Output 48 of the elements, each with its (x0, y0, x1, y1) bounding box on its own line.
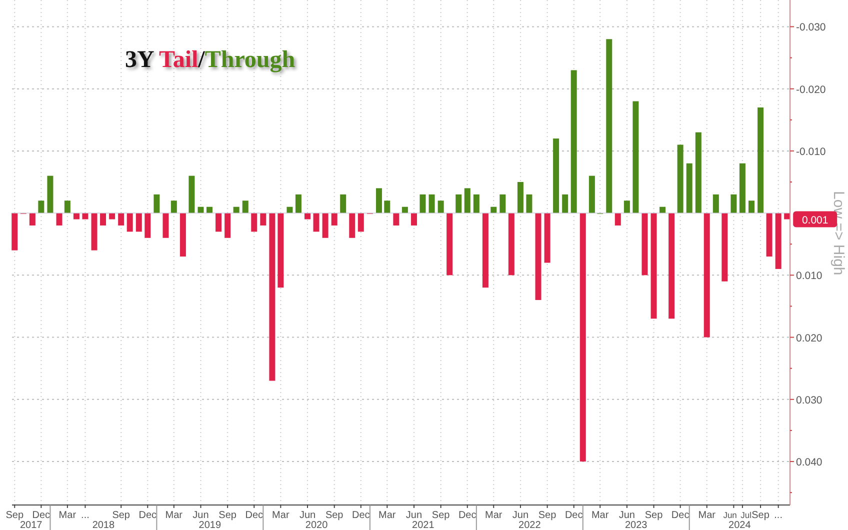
x-tick-label: Jun (618, 510, 635, 521)
x-tick-label: ... (81, 510, 90, 521)
x-tick-label: Jun (512, 510, 529, 521)
text: 2024 (728, 520, 752, 530)
x-tick-label: Mar (378, 510, 396, 521)
text: 2022 (518, 520, 542, 530)
x-tick-label: Sep (6, 510, 24, 521)
y-tick-label: 0.010 (796, 270, 822, 282)
y-tick-label: 0.020 (796, 332, 822, 344)
x-tick-label: Mar (698, 510, 716, 521)
x-tick-label: Sep (644, 510, 664, 521)
x-tick-label: Dec (564, 510, 583, 521)
x-tick-label: Jun (723, 510, 738, 520)
x-tick-label: Mar (591, 510, 610, 521)
x-tick-label: Mar (165, 510, 184, 521)
y-tick-label: -0.030 (796, 22, 826, 34)
text: 2018 (92, 520, 116, 530)
y-tick-label: 0.030 (796, 394, 822, 406)
x-tick-label: Mar (485, 510, 503, 521)
x-tick-label: Sep (325, 510, 344, 521)
text: 2017 (20, 520, 43, 530)
annotation: 0.001 (802, 214, 828, 226)
x-tick-label: Sep (218, 510, 237, 521)
text: 2023 (624, 520, 648, 530)
x-tick-label: Dec (671, 510, 690, 521)
y-tick-label: -0.020 (796, 84, 826, 96)
x-tick-label: Sep (112, 510, 130, 521)
x-tick-label: ... (774, 510, 783, 521)
text: 2019 (198, 520, 222, 530)
x-tick-label: Dec (458, 510, 476, 521)
text: 2021 (412, 520, 435, 530)
text: 3Y Tail/Through (125, 47, 296, 73)
x-tick-label: Sep (538, 510, 557, 521)
x-tick-label: Jun (406, 510, 422, 521)
x-tick-label: Dec (32, 510, 50, 521)
x-tick-label: Dec (352, 510, 370, 521)
x-tick-label: Dec (138, 510, 157, 521)
y-tick-label: 0.040 (796, 456, 822, 469)
x-tick-label: Jun (192, 510, 209, 521)
y-tick-label: -0.010 (796, 146, 826, 158)
text: 2020 (305, 520, 328, 530)
x-tick-label: Mar (58, 510, 77, 521)
x-tick-label: Mar (272, 510, 290, 521)
x-tick-label: Jun (299, 510, 316, 521)
x-tick-label: Sep (752, 510, 770, 521)
x-tick-label: Jul (740, 510, 752, 520)
x-tick-label: Sep (432, 510, 450, 521)
x-tick-label: Dec (245, 510, 264, 521)
